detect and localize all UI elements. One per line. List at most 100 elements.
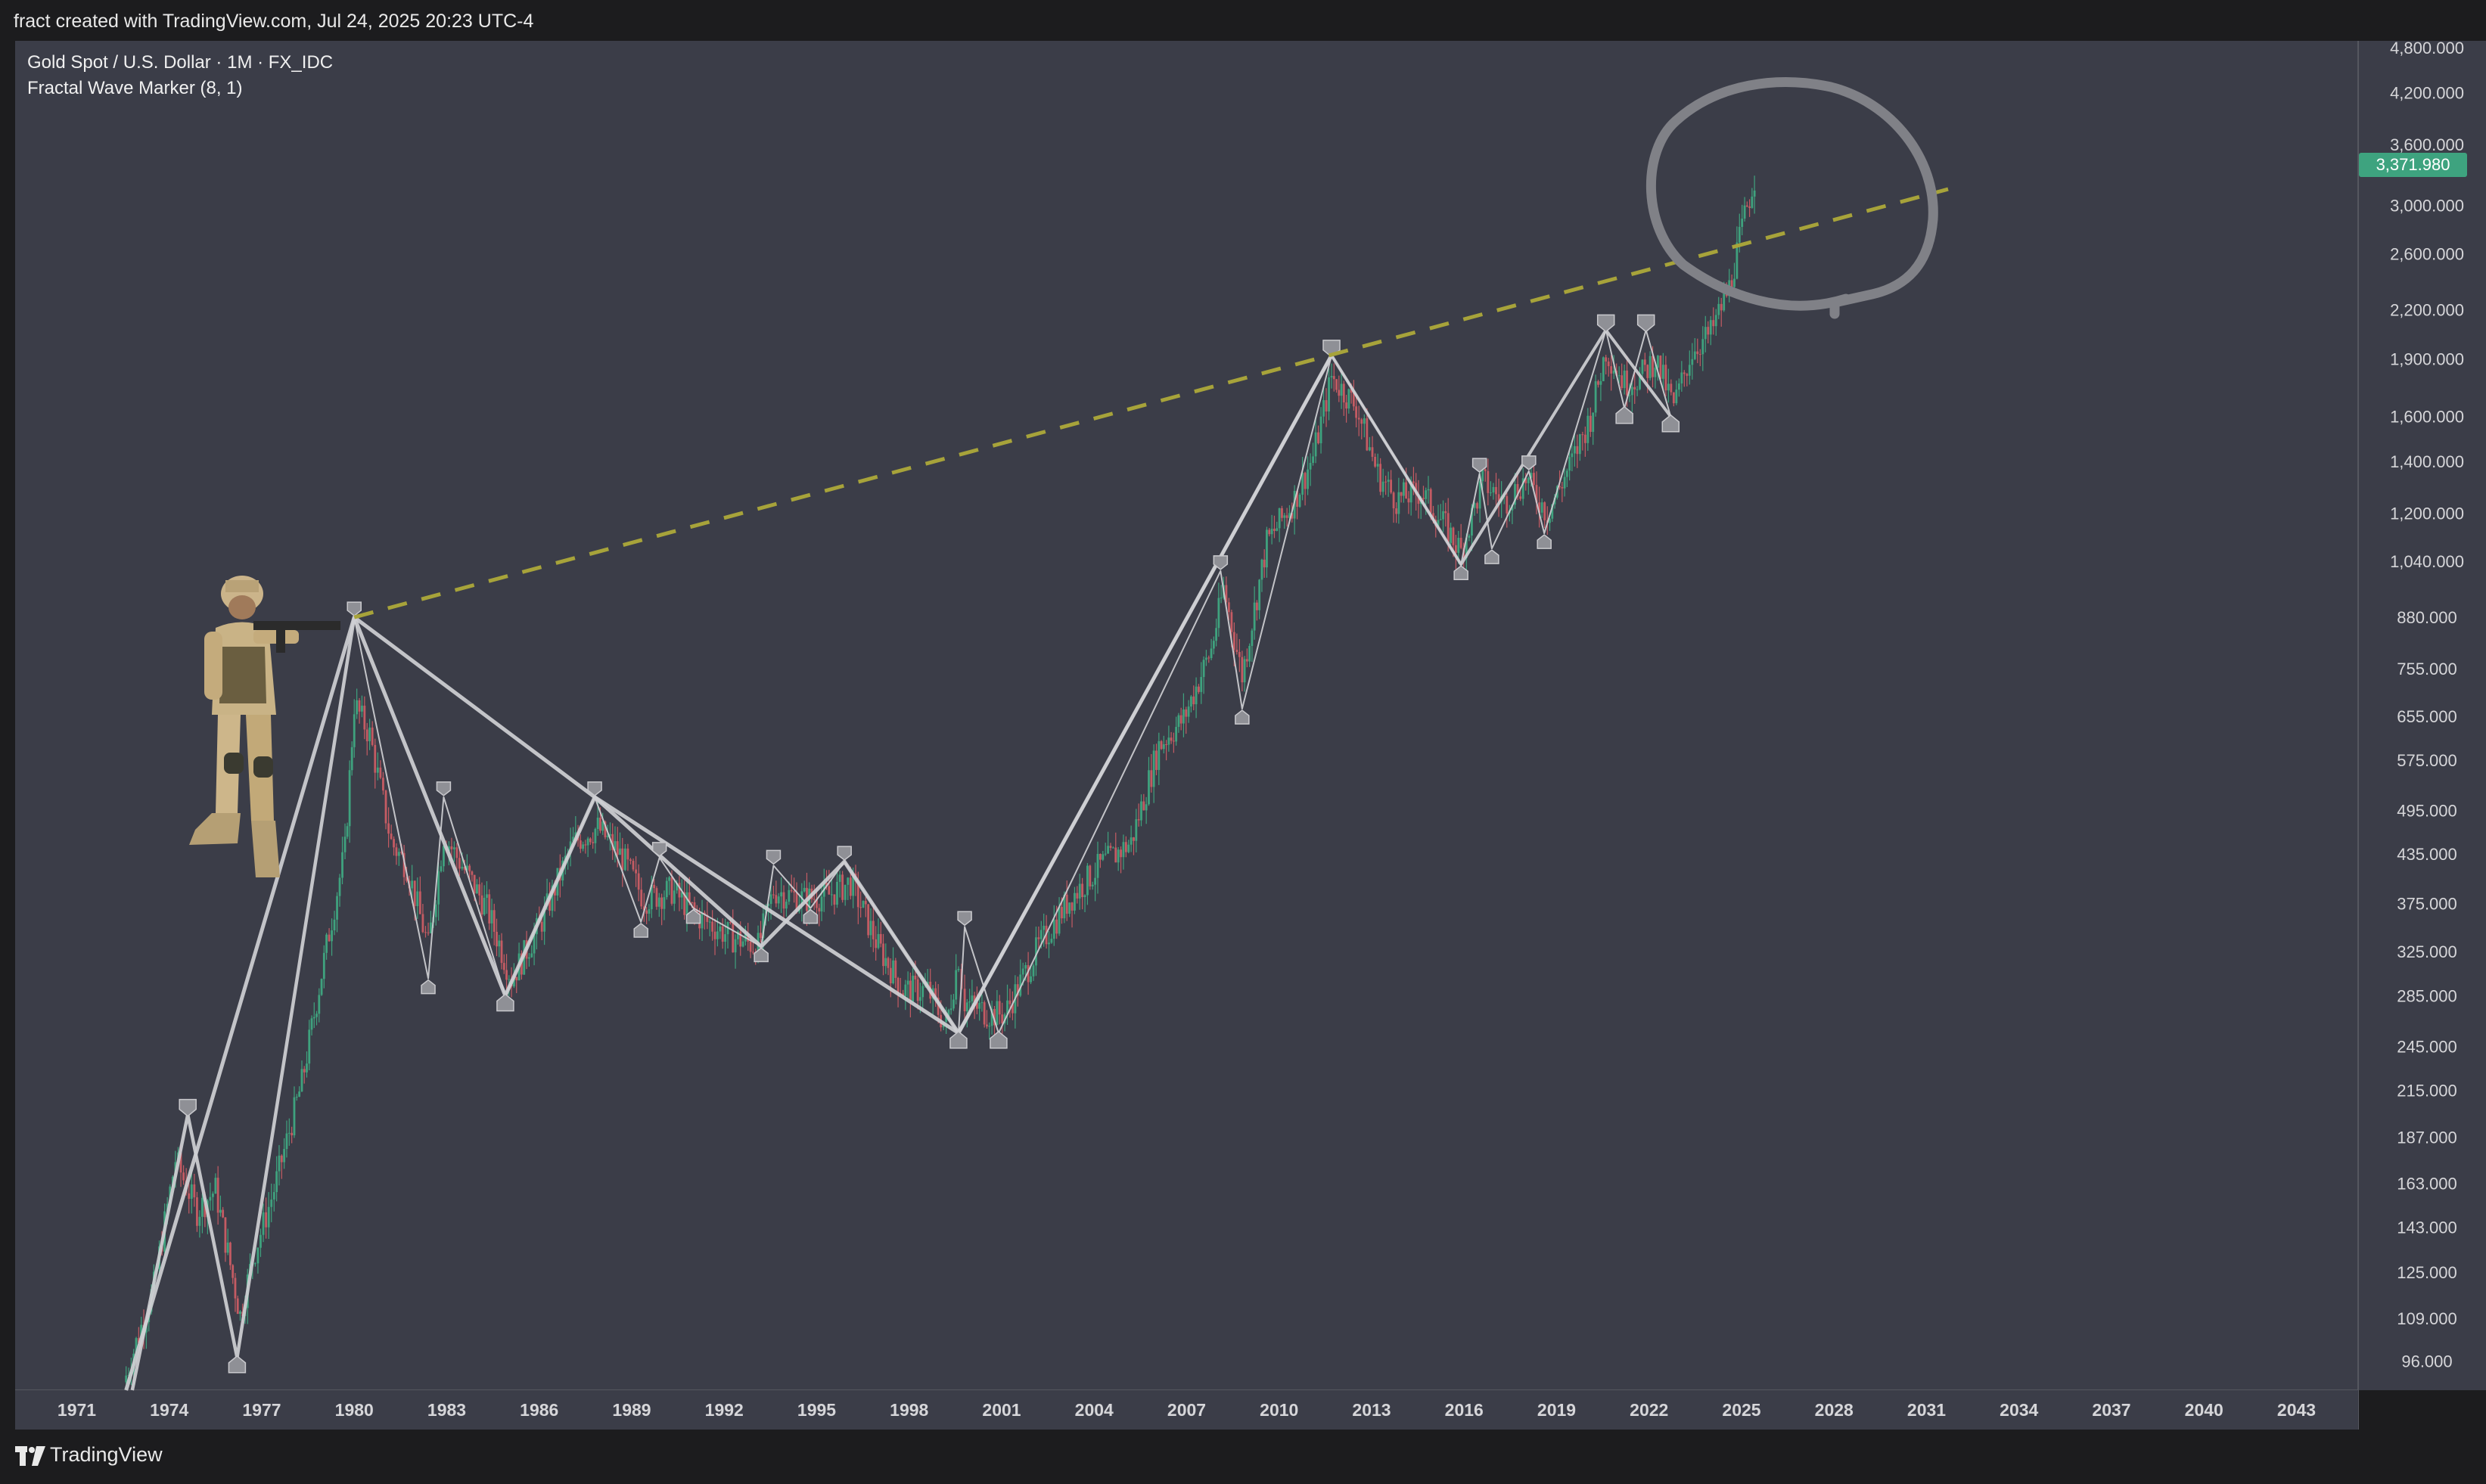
- candle-body: [747, 933, 750, 942]
- brand-label[interactable]: TradingView: [50, 1443, 163, 1466]
- candle-body: [1723, 291, 1726, 311]
- candle-body: [1581, 434, 1584, 436]
- time-axis[interactable]: [15, 1390, 2358, 1430]
- candle-body: [1395, 508, 1397, 514]
- candle-body: [434, 904, 437, 917]
- candle-body: [219, 1209, 222, 1213]
- candle-body: [614, 841, 617, 850]
- candle-body: [1646, 365, 1649, 378]
- candle-body: [1363, 418, 1366, 424]
- candle-body: [729, 922, 732, 924]
- candle-body: [838, 874, 841, 882]
- candle-body: [1200, 677, 1203, 692]
- fractal-marker: [1235, 709, 1250, 725]
- candle-body: [1643, 359, 1646, 365]
- candle-body: [1322, 400, 1325, 417]
- candle-body: [1654, 368, 1657, 377]
- candle-body: [365, 729, 368, 741]
- candle-body: [668, 877, 671, 881]
- fractal-marker: [633, 923, 648, 938]
- tradingview-logo-icon[interactable]: [15, 1446, 45, 1466]
- price-axis[interactable]: [2358, 41, 2486, 1390]
- candle-body: [402, 852, 406, 877]
- price-tick-label: 655.000: [2397, 707, 2457, 726]
- candle-body: [1583, 434, 1586, 443]
- candle-body: [1589, 415, 1592, 432]
- candle-body: [983, 1002, 986, 1025]
- fractal-marker: [1484, 549, 1499, 564]
- candle-body: [450, 846, 453, 849]
- candle-body: [356, 700, 359, 715]
- candle-body: [965, 1002, 968, 1011]
- candle-body: [572, 837, 574, 842]
- price-tick-label: 375.000: [2397, 895, 2457, 914]
- candle-body: [1561, 487, 1564, 489]
- candle-body: [1347, 389, 1350, 409]
- candle-body: [713, 931, 716, 939]
- candle-body: [1457, 538, 1460, 553]
- candle-body: [1117, 849, 1120, 863]
- candle-body: [1743, 205, 1746, 219]
- price-tick-label: 109.000: [2397, 1309, 2457, 1328]
- candle-body: [350, 747, 353, 771]
- candle-body: [209, 1197, 212, 1201]
- candle-body: [287, 1132, 291, 1134]
- candle-body: [1447, 513, 1450, 543]
- candle-body: [551, 885, 554, 911]
- fractal-marker: [957, 911, 972, 927]
- candle-body: [1717, 303, 1720, 315]
- candle-body: [1612, 370, 1615, 374]
- candle-body: [1238, 651, 1241, 657]
- candle-body: [856, 881, 859, 908]
- candle-body: [1278, 508, 1281, 529]
- candle-body: [1027, 964, 1030, 983]
- candle-body: [1409, 481, 1412, 503]
- candle-body: [222, 1209, 225, 1218]
- candle-body: [782, 892, 785, 909]
- candle-body: [363, 705, 366, 730]
- candle-body: [1563, 477, 1566, 489]
- fractal-marker: [949, 1030, 968, 1049]
- candle-body: [1032, 965, 1035, 976]
- candle-body: [1387, 480, 1390, 483]
- candle-body: [193, 1184, 196, 1197]
- candle-body: [1487, 470, 1490, 493]
- candle-body: [1170, 737, 1173, 741]
- candle-body: [1497, 494, 1500, 502]
- symbol-title[interactable]: Gold Spot / U.S. Dollar · 1M · FX_IDC: [27, 52, 334, 73]
- candle-body: [1232, 632, 1235, 650]
- candle-body: [1670, 383, 1673, 393]
- candle-body: [331, 930, 333, 942]
- candle-body: [353, 714, 356, 747]
- candle-body: [368, 727, 371, 741]
- candle-body: [785, 902, 788, 909]
- candle-body: [1432, 513, 1434, 520]
- candle-body: [599, 818, 601, 831]
- candle-body: [533, 934, 536, 954]
- candle-body: [732, 922, 735, 953]
- candle-body: [968, 1001, 971, 1003]
- candle-body: [465, 865, 468, 871]
- candle-body: [1476, 503, 1478, 509]
- candle-body: [980, 1002, 984, 1004]
- indicator-label[interactable]: Fractal Wave Marker (8, 1): [27, 78, 243, 98]
- candle-body: [769, 894, 772, 905]
- candle-body: [1172, 740, 1175, 742]
- candle-body: [1586, 415, 1589, 443]
- candle-body: [1478, 481, 1481, 509]
- candle-body: [721, 926, 724, 942]
- candle-body: [262, 1212, 265, 1235]
- time-tick-label: 2010: [1260, 1400, 1298, 1420]
- candle-body: [1736, 242, 1739, 279]
- candle-body: [594, 828, 597, 843]
- candle-body: [635, 869, 638, 874]
- candle-body: [775, 895, 778, 904]
- candle-body: [1656, 355, 1659, 368]
- candle-body: [1683, 372, 1686, 374]
- candle-body: [1751, 196, 1754, 208]
- candle-body: [574, 832, 577, 837]
- wave-line: [353, 329, 1672, 1034]
- candle-body: [443, 846, 445, 867]
- fractal-marker: [179, 1098, 197, 1117]
